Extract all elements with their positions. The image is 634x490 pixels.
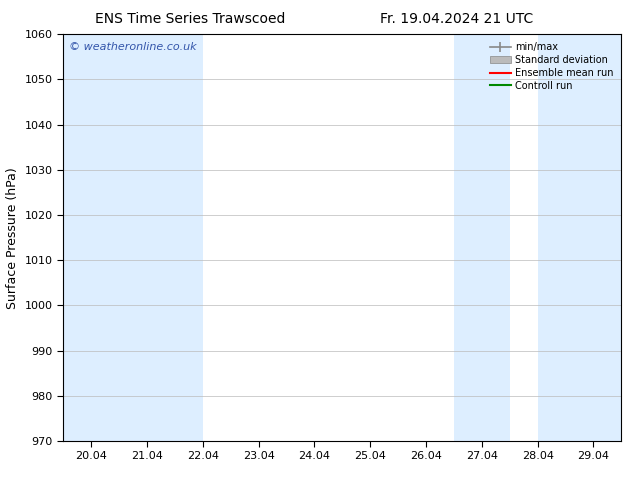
Legend: min/max, Standard deviation, Ensemble mean run, Controll run: min/max, Standard deviation, Ensemble me… <box>487 39 616 94</box>
Text: Fr. 19.04.2024 21 UTC: Fr. 19.04.2024 21 UTC <box>380 12 533 26</box>
Bar <box>454 34 510 441</box>
Bar <box>538 34 621 441</box>
Text: © weatheronline.co.uk: © weatheronline.co.uk <box>69 43 197 52</box>
Text: ENS Time Series Trawscoed: ENS Time Series Trawscoed <box>95 12 285 26</box>
Bar <box>63 34 119 441</box>
Bar <box>119 34 203 441</box>
Y-axis label: Surface Pressure (hPa): Surface Pressure (hPa) <box>6 167 19 309</box>
